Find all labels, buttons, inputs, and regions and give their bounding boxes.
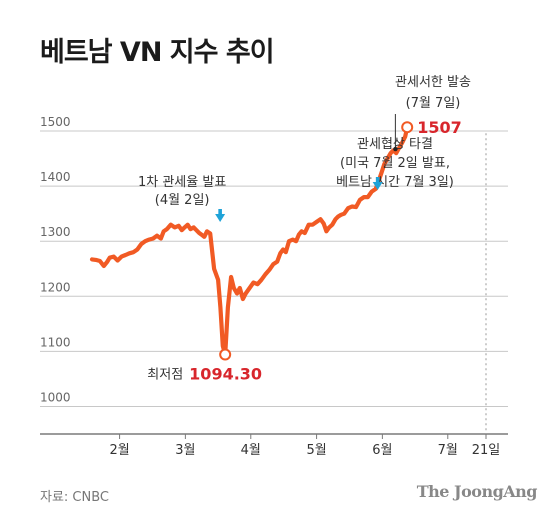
vn-index-line xyxy=(89,125,410,357)
latest-point-marker xyxy=(401,121,414,134)
y-axis: 1000 1100 1200 1300 1400 1500 xyxy=(40,115,71,404)
x-tick-label: 7월 xyxy=(438,443,458,458)
arrow-icon xyxy=(215,214,226,222)
low-point-label: 최저점 xyxy=(147,368,183,383)
latest-value-label: 1507 xyxy=(417,118,462,137)
annotation-label: 1차 관세율 발표 xyxy=(138,175,226,190)
grid-lines xyxy=(40,130,508,407)
low-point-marker xyxy=(219,348,232,361)
annotations: 1차 관세율 발표(4월 2일)관세협상 타결(미국 7월 2일 발표,베트남 … xyxy=(138,75,471,384)
low-point-value: 1094.30 xyxy=(189,365,262,384)
annotation-label: 관세서한 발송 xyxy=(395,75,471,90)
x-tick-label: 6월 xyxy=(372,443,392,458)
chart-title: 베트남 VN 지수 추이 xyxy=(40,37,275,68)
arrow-icon xyxy=(372,182,383,190)
y-tick-label: 1400 xyxy=(40,170,71,184)
x-tick-label: 4월 xyxy=(241,443,261,458)
source-note: 자료: CNBC xyxy=(40,490,110,505)
y-tick-label: 1300 xyxy=(40,225,71,239)
arrow-icon-stem xyxy=(375,177,380,183)
x-tick-label: 21일 xyxy=(472,443,501,458)
y-tick-label: 1500 xyxy=(40,115,71,129)
annotation-dot xyxy=(393,146,398,152)
annotation-sublabel: (4월 2일) xyxy=(155,193,210,208)
x-tick-label: 5월 xyxy=(306,443,326,458)
y-tick-label: 1100 xyxy=(40,335,71,349)
arrow-icon-stem xyxy=(218,209,222,215)
x-axis: 2월 3월 4월 5월 6월 7월 21일 xyxy=(40,133,508,458)
brand-logo: The JoongAng xyxy=(416,482,538,501)
annotation-sublabel: (미국 7월 2일 발표, xyxy=(340,156,450,171)
x-tick-label: 2월 xyxy=(109,443,129,458)
y-tick-label: 1200 xyxy=(40,280,71,294)
annotation-sublabel: 베트남 시간 7월 3일) xyxy=(336,175,454,190)
annotation-sublabel: (7월 7일) xyxy=(406,96,461,111)
x-tick-label: 3월 xyxy=(175,443,195,458)
y-tick-label: 1000 xyxy=(40,390,71,404)
